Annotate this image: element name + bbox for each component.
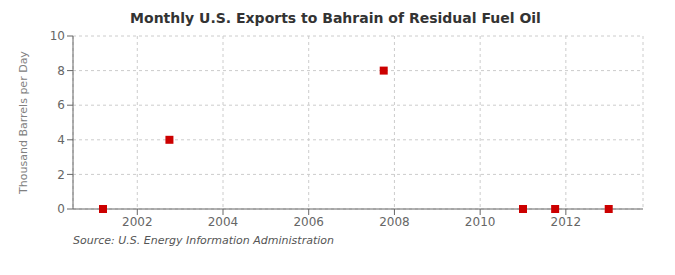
svg-text:Thousand Barrels per Day: Thousand Barrels per Day <box>17 51 30 195</box>
svg-text:0: 0 <box>57 202 65 216</box>
svg-text:10: 10 <box>50 29 65 43</box>
svg-text:2004: 2004 <box>208 215 239 229</box>
svg-text:6: 6 <box>57 98 65 112</box>
svg-text:2008: 2008 <box>379 215 410 229</box>
svg-text:2010: 2010 <box>465 215 496 229</box>
svg-text:2002: 2002 <box>122 215 153 229</box>
svg-text:4: 4 <box>57 133 65 147</box>
svg-text:8: 8 <box>57 64 65 78</box>
html-text:Source: U.S. Energy Informatio: Source: U.S. Energy Information Administ… <box>73 234 334 247</box>
svg-text:2006: 2006 <box>293 215 324 229</box>
svg-text:2012: 2012 <box>551 215 582 229</box>
svg-text:2: 2 <box>57 168 65 182</box>
html-text:Monthly U.S. Exports to Bahrai: Monthly U.S. Exports to Bahrain of Resid… <box>130 10 541 26</box>
